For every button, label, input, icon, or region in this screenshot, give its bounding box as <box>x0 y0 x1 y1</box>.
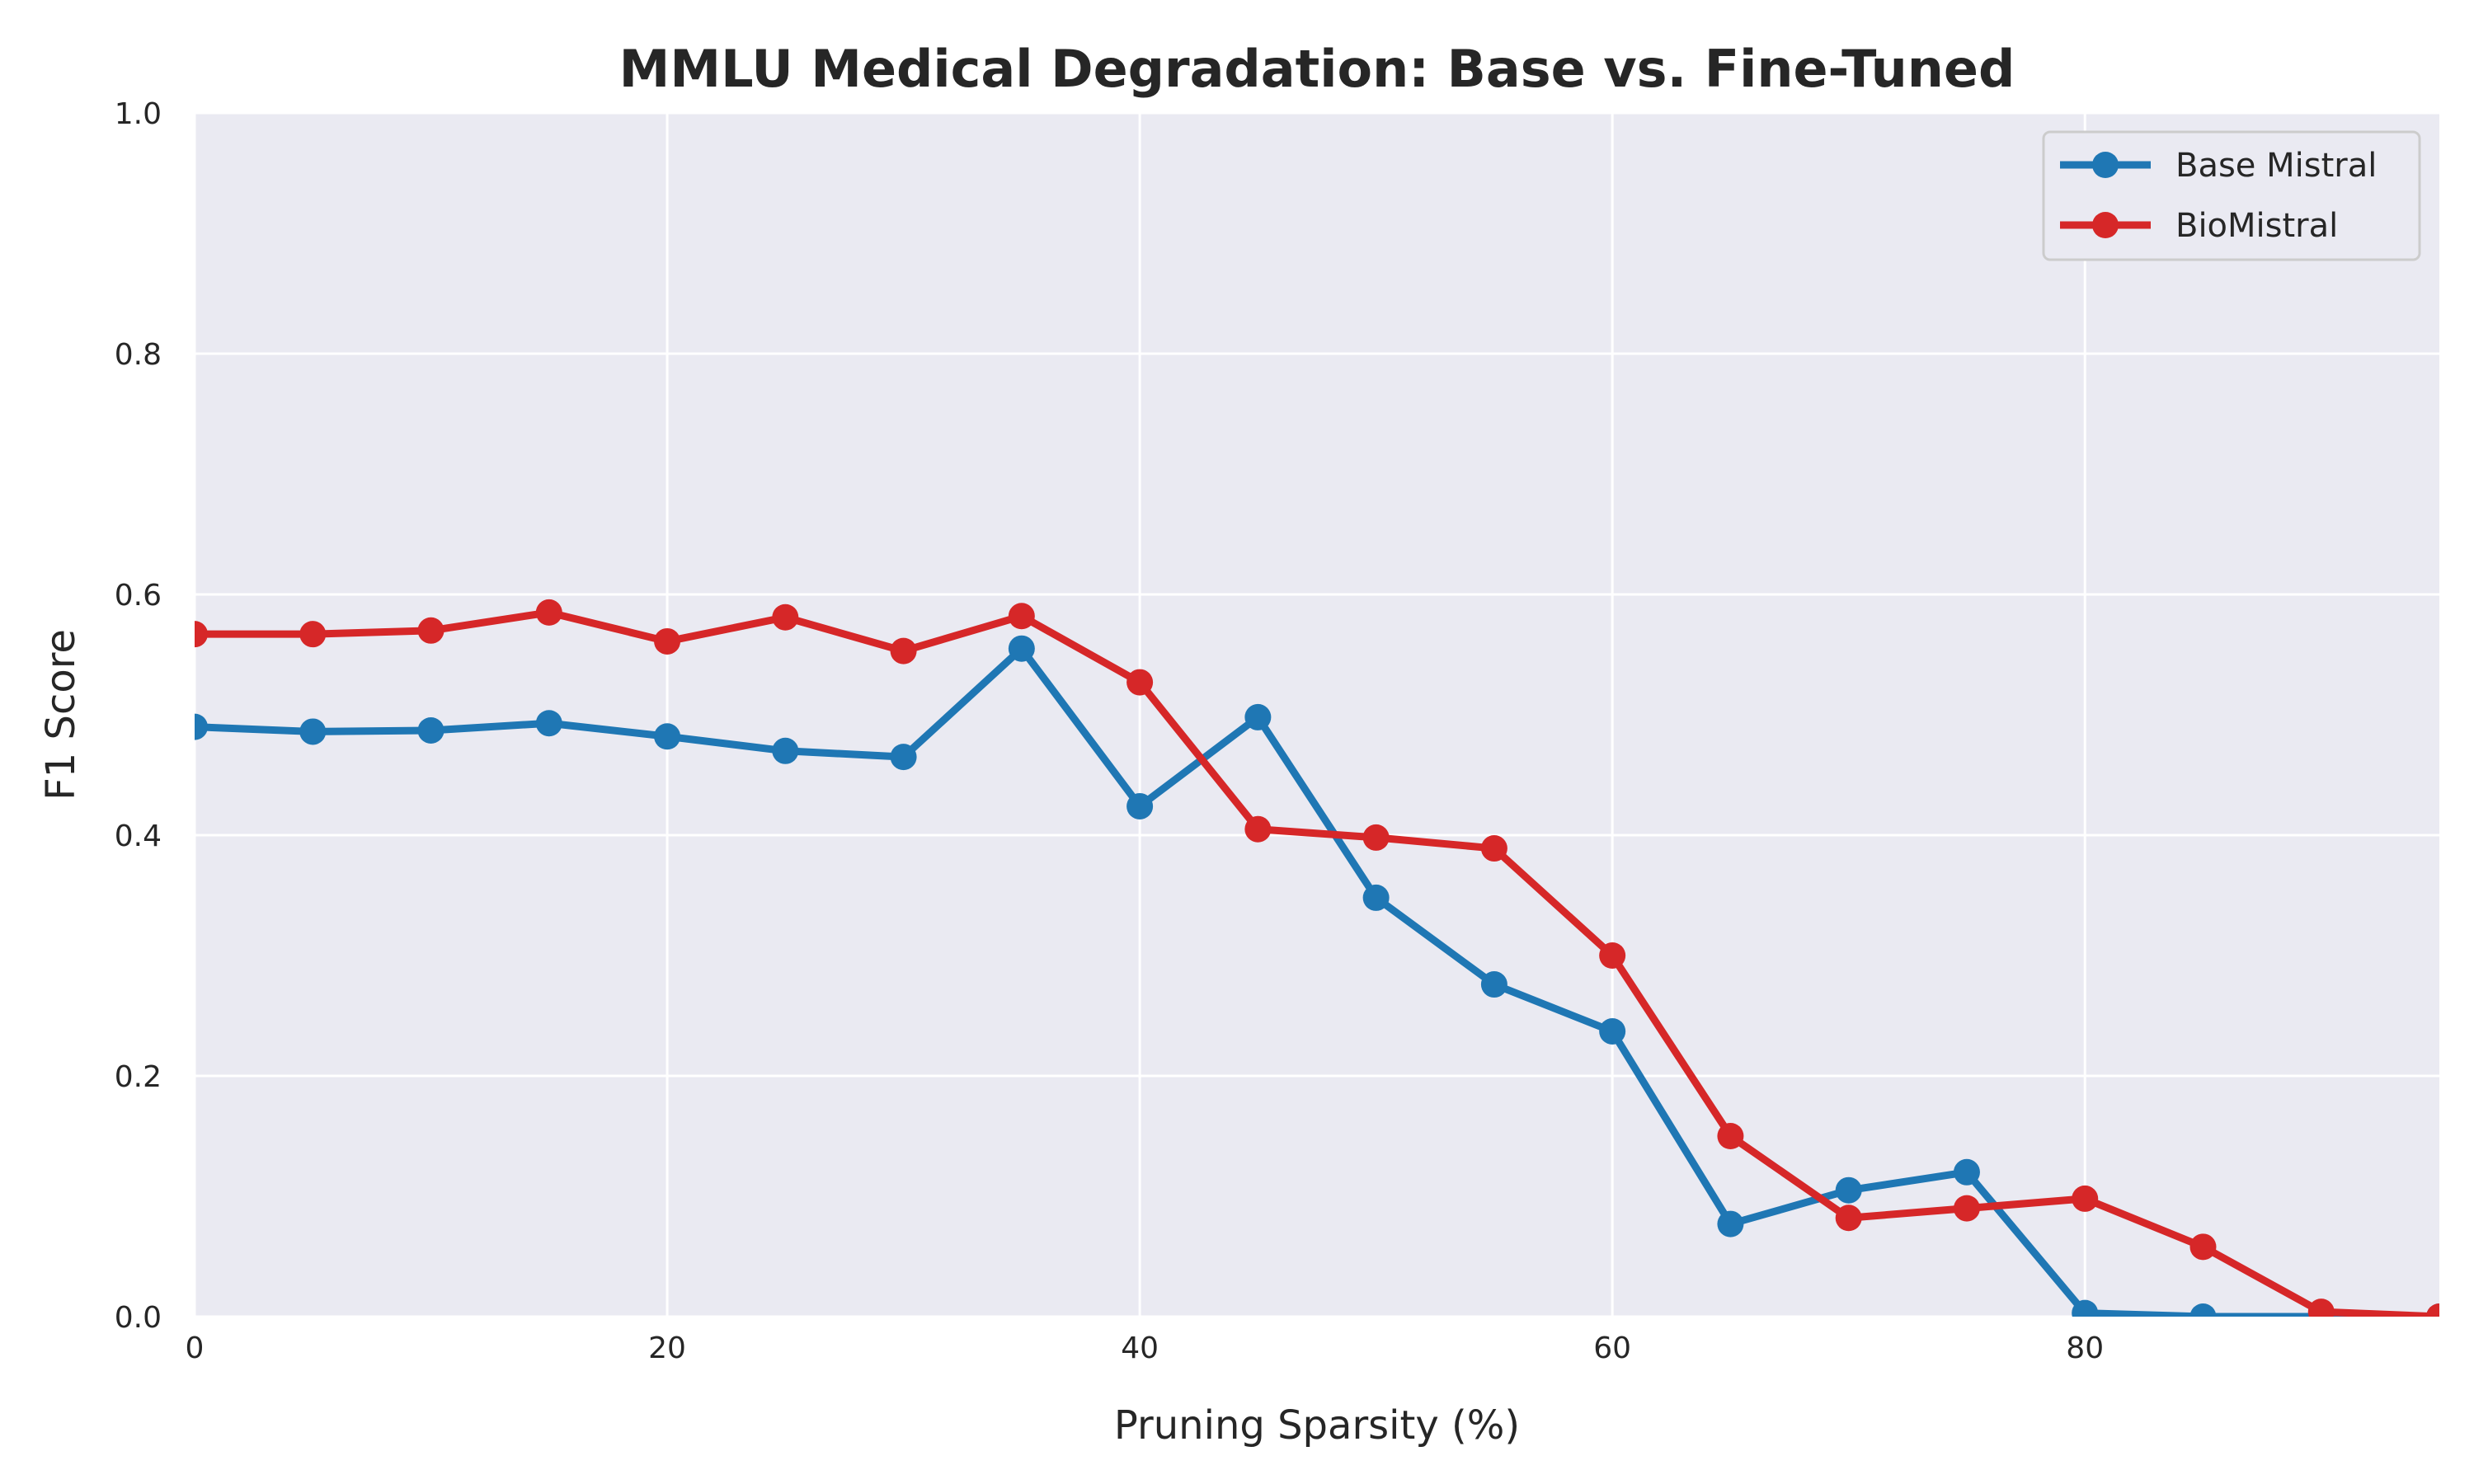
data-point <box>890 744 917 771</box>
data-point <box>1244 703 1272 730</box>
legend-item: Base Mistral <box>2060 147 2377 185</box>
data-point <box>1953 1195 1980 1222</box>
data-point <box>2426 1303 2439 1317</box>
data-point <box>772 737 799 764</box>
data-point <box>890 637 917 665</box>
data-point <box>1126 669 1154 696</box>
series-biomistral <box>195 599 2439 1317</box>
legend-item: BioMistral <box>2060 207 2338 245</box>
data-point <box>1362 884 1390 911</box>
data-point <box>1835 1205 1862 1232</box>
data-point <box>1717 1123 1744 1149</box>
data-point <box>195 621 208 648</box>
data-point <box>2072 1185 2099 1212</box>
x-axis-title: Pruning Sparsity (%) <box>1114 1402 1520 1449</box>
x-tick-label: 40 <box>1121 1331 1159 1365</box>
data-point <box>654 723 681 750</box>
data-point <box>2189 1233 2217 1261</box>
data-point <box>1599 942 1626 969</box>
data-point <box>1835 1176 1862 1204</box>
x-tick-label: 20 <box>648 1331 686 1365</box>
data-point <box>1480 971 1507 998</box>
series-layer <box>195 599 2439 1317</box>
grid <box>193 111 2439 1318</box>
y-tick-label: 0.4 <box>115 819 162 853</box>
legend-marker <box>2092 152 2119 178</box>
tick-labels: 0 20 40 60 80 0.0 0.2 0.4 0.6 0.8 1.0 <box>115 97 2104 1365</box>
y-tick-label: 0.2 <box>115 1060 162 1094</box>
chart-title: MMLU Medical Degradation: Base vs. Fine-… <box>619 39 2015 99</box>
data-point <box>772 603 799 631</box>
data-point <box>654 627 681 655</box>
y-tick-label: 0.6 <box>115 579 162 613</box>
x-tick-label: 60 <box>1593 1331 1631 1365</box>
data-point <box>2072 1299 2099 1317</box>
data-point <box>1953 1158 1980 1186</box>
data-point <box>1480 835 1507 862</box>
data-point <box>417 716 444 744</box>
data-point <box>1717 1210 1744 1237</box>
y-tick-label: 0.0 <box>115 1301 162 1335</box>
data-point <box>535 599 562 626</box>
series-base-mistral <box>195 635 2439 1317</box>
y-tick-label: 0.8 <box>115 338 162 372</box>
series-line <box>195 608 2439 1317</box>
x-tick-label: 0 <box>186 1331 205 1365</box>
data-point <box>299 621 327 648</box>
y-axis-title: F1 Score <box>38 629 84 801</box>
plot-background <box>195 113 2439 1317</box>
legend: Base Mistral BioMistral <box>2042 130 2421 261</box>
data-point <box>535 710 562 737</box>
data-point <box>2307 1298 2335 1317</box>
data-point <box>1599 1017 1626 1045</box>
data-point <box>2189 1303 2217 1317</box>
legend-label: Base Mistral <box>2175 147 2377 185</box>
data-point <box>1008 635 1035 662</box>
data-point <box>1008 603 1035 630</box>
data-point <box>1244 815 1272 843</box>
data-point <box>1126 792 1154 819</box>
data-point <box>195 713 208 740</box>
data-point <box>417 617 444 644</box>
legend-label: BioMistral <box>2175 207 2338 245</box>
x-tick-label: 80 <box>2066 1331 2104 1365</box>
data-point <box>1362 824 1390 851</box>
data-point <box>299 718 327 745</box>
legend-marker <box>2092 212 2119 238</box>
y-tick-label: 1.0 <box>115 97 162 131</box>
series-line <box>195 645 2439 1317</box>
